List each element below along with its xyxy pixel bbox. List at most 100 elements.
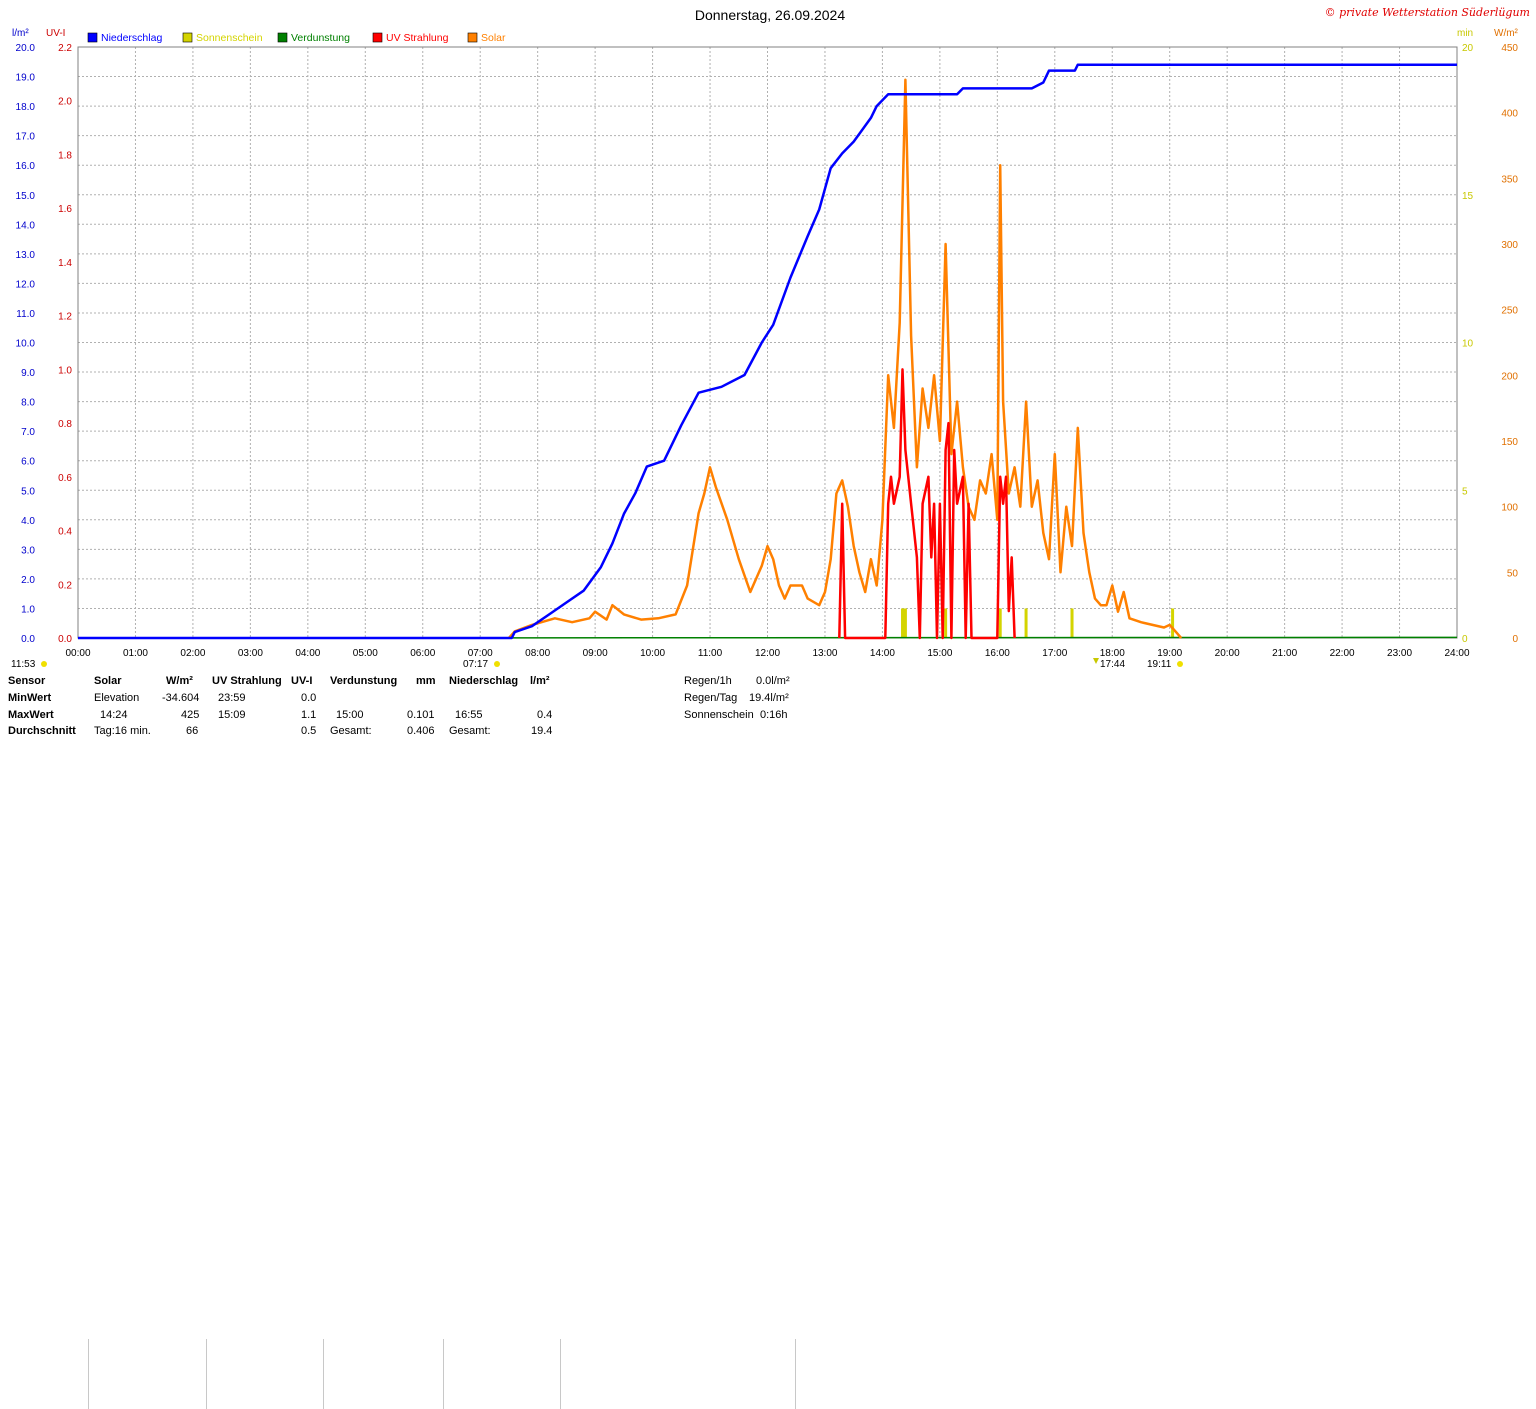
stats-divider [443, 1339, 444, 1409]
tick-label: 8.0 [21, 398, 35, 409]
legend-label: Sonnenschein [196, 32, 263, 44]
weather-chart: Donnerstag, 26.09.2024 © private Wetters… [11, 6, 1530, 668]
tick-label: 2.2 [58, 43, 72, 54]
tick-label: 15:00 [927, 648, 952, 659]
legend: Niederschlag Sonnenschein Verdunstung UV St… [87, 32, 506, 44]
tick-label: 14.0 [16, 220, 36, 231]
tick-label: 15 [1462, 191, 1474, 202]
stats-regen1h-value: 0.0l/m² [756, 675, 790, 687]
tick-label: 21:00 [1272, 648, 1297, 659]
stats-unit-evap: mm [416, 675, 436, 687]
tick-label: 100 [1501, 503, 1518, 514]
stats-regentag-label: Regen/Tag [684, 692, 738, 704]
axis-unit-solar: W/m² [1494, 28, 1519, 39]
marker-sunrise: 07:17 [463, 659, 488, 668]
stats-max-uv-value: 1.1 [301, 709, 317, 721]
tick-label: 12.0 [16, 279, 36, 290]
sunshine-bar [1024, 608, 1028, 638]
tick-label: 0.6 [58, 473, 72, 484]
tick-label: 0.4 [58, 527, 72, 538]
tick-label: 400 [1501, 109, 1518, 120]
stats-sonne-value: 0:16h [760, 709, 788, 721]
tick-label: 06:00 [410, 648, 435, 659]
marker-moonrise: 11:53 [11, 659, 36, 668]
stats-avg-solar-label: Tag:16 min. [94, 725, 151, 737]
tick-label: 0.0 [58, 634, 72, 645]
stats-header-solar: Solar [94, 675, 122, 687]
sunshine-bar [901, 608, 905, 638]
tick-label: 03:00 [238, 648, 263, 659]
stats-row-max: MaxWert [8, 709, 54, 721]
stats-divider [206, 1339, 207, 1409]
tick-label: 1.6 [58, 204, 72, 215]
series-solar [507, 78, 1183, 639]
ticks-solar: 0 50 100 150 200 250 300 350 400 450 [1501, 43, 1518, 645]
stats-max-uv-time: 15:09 [218, 709, 246, 721]
stats-avg-uv-value: 0.5 [301, 725, 317, 737]
stats-divider [323, 1339, 324, 1409]
marker-sunset: 19:11 [1147, 659, 1172, 668]
stats-min-solar-label: Elevation [94, 692, 140, 704]
tick-label: 200 [1501, 371, 1518, 382]
tick-label: 3.0 [21, 545, 35, 556]
tick-label: 1.2 [58, 312, 72, 323]
tick-label: 13:00 [812, 648, 837, 659]
marker-mid: 17:44 [1100, 659, 1125, 668]
tick-label: 0.8 [58, 419, 72, 430]
tick-label: 9.0 [21, 368, 35, 379]
legend-label: Solar [481, 32, 506, 44]
legend-swatch [87, 32, 98, 43]
stats-max-rain-value: 0.4 [537, 709, 553, 721]
tick-label: 0 [1512, 634, 1518, 645]
tick-label: 0.0 [21, 634, 35, 645]
tick-label: 14:00 [870, 648, 895, 659]
series-uv [838, 368, 1016, 640]
tick-label: 08:00 [525, 648, 550, 659]
sunrise-icon [494, 661, 500, 667]
stats-max-rain-time: 16:55 [455, 709, 483, 721]
stats-header-uv: UV Strahlung [212, 675, 282, 687]
copyright-note: © private Wetterstation Süderlügum [1325, 6, 1530, 19]
stats-avg-evap-value: 0.406 [407, 725, 435, 737]
tick-label: 23:00 [1387, 648, 1412, 659]
sunshine-bar [944, 608, 948, 638]
stats-row-avg: Durchschnitt [8, 725, 76, 737]
tick-label: 11.0 [16, 309, 35, 320]
tick-label: 150 [1501, 437, 1518, 448]
chart-title: Donnerstag, 26.09.2024 [695, 7, 845, 23]
tick-label: 300 [1501, 240, 1518, 251]
stats-max-evap-value: 0.101 [407, 709, 435, 721]
tick-label: 09:00 [583, 648, 608, 659]
tick-label: 15.0 [16, 191, 36, 202]
tick-label: 350 [1501, 174, 1518, 185]
legend-swatch [182, 32, 193, 43]
tick-label: 1.0 [21, 604, 35, 615]
tick-label: 17:00 [1042, 648, 1067, 659]
tick-label: 17.0 [16, 132, 36, 143]
tick-label: 20 [1462, 43, 1474, 54]
tick-label: 0.2 [58, 580, 72, 591]
stats-max-solar-time: 14:24 [100, 709, 128, 721]
tick-label: 04:00 [295, 648, 320, 659]
stats-header-sensor: Sensor [8, 675, 46, 687]
tick-label: 450 [1501, 43, 1518, 54]
stats-sonne-label: Sonnenschein [684, 709, 754, 721]
stats-unit-rain: l/m² [530, 675, 550, 687]
tick-label: 02:00 [180, 648, 205, 659]
tick-label: 4.0 [21, 516, 35, 527]
tick-label: 05:00 [353, 648, 378, 659]
tick-label: 12:00 [755, 648, 780, 659]
legend-swatch [467, 32, 478, 43]
tick-label: 50 [1507, 568, 1519, 579]
tick-label: 5.0 [21, 486, 35, 497]
tick-label: 18:00 [1100, 648, 1125, 659]
legend-swatch [372, 32, 383, 43]
tick-label: 10:00 [640, 648, 665, 659]
ticks-sunshine: 0 5 10 15 20 [1462, 43, 1474, 645]
stats-header-evap: Verdunstung [330, 675, 398, 687]
stats-min-uv-value: 0.0 [301, 692, 317, 704]
ticks-uv: 0.0 0.2 0.4 0.6 0.8 1.0 1.2 1.4 1.6 1.8 2.0 2.2 [58, 43, 72, 645]
axis-unit-sun: min [1457, 28, 1473, 39]
tick-label: 5 [1462, 486, 1468, 497]
axis-unit-uv: UV-I [46, 28, 65, 39]
